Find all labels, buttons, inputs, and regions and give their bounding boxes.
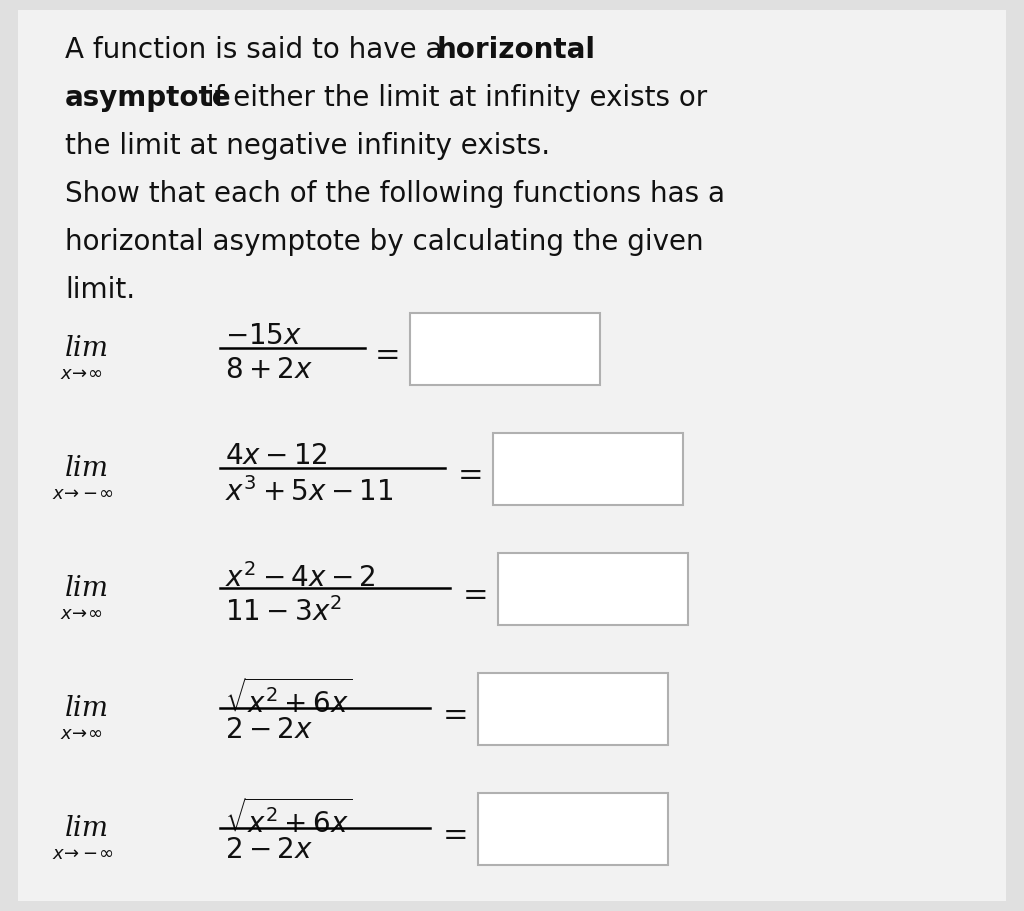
Text: =: =	[375, 341, 400, 372]
Text: $-15x$: $-15x$	[225, 323, 302, 350]
Text: $\sqrt{x^2 + 6x}$: $\sqrt{x^2 + 6x}$	[225, 679, 352, 719]
Text: $x\!\rightarrow\!-\!\infty$: $x\!\rightarrow\!-\!\infty$	[52, 485, 114, 503]
Text: lim: lim	[65, 575, 110, 602]
Text: $8 + 2x$: $8 + 2x$	[225, 357, 313, 384]
Text: =: =	[443, 821, 469, 852]
Text: Show that each of the following functions has a: Show that each of the following function…	[65, 180, 725, 208]
Text: limit.: limit.	[65, 276, 135, 304]
Text: $x^3 + 5x - 11$: $x^3 + 5x - 11$	[225, 477, 393, 507]
Text: $x\!\rightarrow\!\infty$: $x\!\rightarrow\!\infty$	[60, 605, 102, 623]
Text: =: =	[458, 461, 483, 492]
Text: lim: lim	[65, 455, 110, 482]
Text: =: =	[443, 701, 469, 732]
Text: if either the limit at infinity exists or: if either the limit at infinity exists o…	[198, 84, 708, 112]
Text: $x\!\rightarrow\!-\!\infty$: $x\!\rightarrow\!-\!\infty$	[52, 845, 114, 863]
Text: $4x - 12$: $4x - 12$	[225, 443, 328, 470]
Text: lim: lim	[65, 815, 110, 842]
Text: lim: lim	[65, 695, 110, 722]
Text: $11 - 3x^2$: $11 - 3x^2$	[225, 597, 342, 627]
Text: asymptote: asymptote	[65, 84, 231, 112]
Text: lim: lim	[65, 335, 110, 362]
Text: $x^2 - 4x - 2$: $x^2 - 4x - 2$	[225, 563, 376, 593]
FancyBboxPatch shape	[478, 673, 668, 745]
FancyBboxPatch shape	[18, 10, 1006, 901]
Text: the limit at negative infinity exists.: the limit at negative infinity exists.	[65, 132, 550, 160]
Text: horizontal asymptote by calculating the given: horizontal asymptote by calculating the …	[65, 228, 703, 256]
FancyBboxPatch shape	[478, 793, 668, 865]
Text: $2 - 2x$: $2 - 2x$	[225, 717, 313, 744]
FancyBboxPatch shape	[493, 433, 683, 505]
Text: A function is said to have a: A function is said to have a	[65, 36, 452, 64]
Text: $x\!\rightarrow\!\infty$: $x\!\rightarrow\!\infty$	[60, 365, 102, 383]
Text: $\sqrt{x^2 + 6x}$: $\sqrt{x^2 + 6x}$	[225, 799, 352, 839]
Text: =: =	[463, 581, 488, 612]
FancyBboxPatch shape	[410, 313, 600, 385]
Text: horizontal: horizontal	[437, 36, 596, 64]
FancyBboxPatch shape	[498, 553, 688, 625]
Text: $2 - 2x$: $2 - 2x$	[225, 837, 313, 864]
Text: $x\!\rightarrow\!\infty$: $x\!\rightarrow\!\infty$	[60, 725, 102, 743]
